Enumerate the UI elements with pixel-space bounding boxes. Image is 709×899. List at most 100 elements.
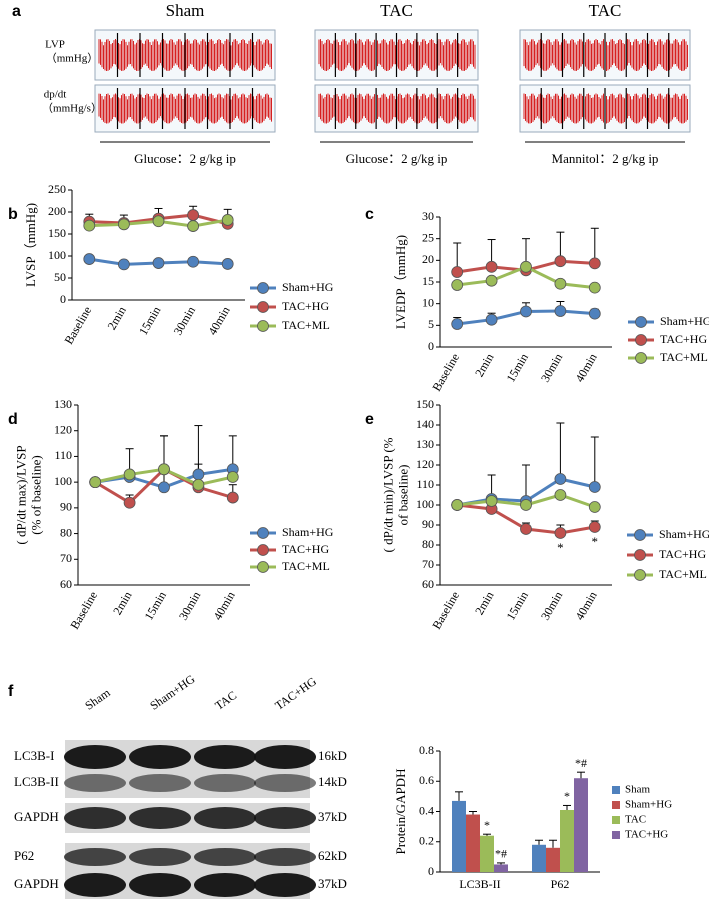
legend-label: Sham (625, 784, 651, 796)
y-tick-label: 100 (416, 497, 434, 511)
y-tick-label: 90 (422, 517, 434, 531)
annotation: * (564, 789, 570, 803)
x-tick-label: 30min (538, 589, 565, 623)
legend-label: Sham+HG (625, 799, 672, 811)
row-label: （mmHg/s） (42, 102, 102, 115)
y-axis-label: Protein/GAPDH (393, 769, 408, 855)
data-point (192, 468, 205, 481)
data-point (485, 274, 498, 287)
legend-swatch (612, 831, 620, 839)
y-tick-label: 150 (48, 226, 66, 240)
blot-band (129, 774, 191, 792)
x-tick-label: 15min (136, 304, 163, 338)
blot-band (64, 745, 126, 769)
y-tick-label: 0 (428, 339, 434, 353)
data-point (520, 523, 532, 535)
blot-band (64, 873, 126, 897)
y-tick-label: 10 (422, 295, 434, 309)
data-point (118, 218, 130, 231)
data-point (520, 305, 532, 318)
legend-label: TAC+HG (660, 332, 707, 346)
x-tick-label: 2min (472, 589, 496, 617)
x-tick-label: Baseline (67, 589, 100, 632)
y-tick-label: 15 (422, 274, 434, 288)
data-point (83, 253, 96, 265)
group-title: TAC (380, 1, 413, 20)
bar (546, 847, 560, 872)
legend-marker (635, 316, 647, 328)
blot-band (194, 848, 256, 866)
row-label: （mmHg） (46, 52, 99, 65)
y-tick-label: 50 (54, 270, 66, 284)
caption: Glucose：2 g/kg ip (134, 151, 236, 166)
legend-marker (635, 352, 647, 364)
y-tick-label: 80 (422, 537, 434, 551)
legend-label: Sham+HG (282, 280, 334, 294)
y-tick-label: 100 (54, 474, 72, 488)
legend-label: TAC+HG (659, 547, 706, 561)
data-point (187, 255, 200, 268)
data-point (152, 215, 165, 228)
annotation: *# (575, 756, 587, 770)
y-tick-label: 70 (422, 557, 434, 571)
data-point (226, 491, 239, 504)
data-point (83, 219, 96, 232)
blot-band (129, 873, 191, 897)
data-point (588, 257, 601, 270)
x-tick-label: Baseline (61, 304, 94, 347)
x-tick-label: 15min (504, 351, 531, 385)
y-tick-label: 130 (54, 397, 72, 411)
blot-band (254, 774, 316, 792)
data-point (520, 260, 532, 273)
y-axis-label: ( dP/dt min)/LVSP (% (380, 437, 395, 552)
x-tick-label: 30min (171, 304, 198, 338)
bar (532, 844, 546, 872)
bar (480, 835, 494, 872)
x-tick-label: 2min (104, 304, 128, 332)
y-tick-label: 140 (416, 417, 434, 431)
y-tick-label: 0.4 (419, 803, 434, 817)
panel-letter: d (8, 411, 18, 428)
blot-band (129, 848, 191, 866)
blot-band (129, 807, 191, 829)
x-tick-label: 30min (176, 589, 203, 623)
y-tick-label: 0 (60, 292, 66, 306)
bar (452, 800, 466, 872)
panel-letter: f (8, 683, 14, 700)
blot-band (64, 807, 126, 829)
data-point (451, 266, 464, 278)
blot-size-label: 37kD (318, 876, 347, 891)
data-point (451, 279, 464, 291)
y-tick-label: 20 (422, 252, 434, 266)
data-point (158, 481, 170, 494)
blot-band (254, 848, 316, 866)
legend-label: TAC+ML (659, 567, 707, 581)
data-point (118, 258, 130, 271)
y-axis-label: LVSP（mmHg) (23, 203, 38, 287)
y-tick-label: 90 (60, 500, 72, 514)
data-point (588, 501, 601, 513)
data-point (192, 478, 205, 491)
data-point (89, 476, 102, 489)
legend-label: Sham+HG (660, 314, 709, 328)
legend-marker (257, 527, 269, 539)
annotation: * (484, 818, 490, 832)
legend-label: TAC+ML (282, 559, 330, 573)
legend-swatch (612, 801, 620, 809)
blot-column-label: TAC (212, 688, 239, 713)
blot-band (64, 848, 126, 866)
y-tick-label: 250 (48, 182, 66, 196)
y-axis-label: LVEDP（mmHg) (393, 235, 408, 329)
blot-row-label: GAPDH (14, 876, 59, 891)
data-point (152, 257, 165, 269)
legend-marker (634, 569, 646, 581)
x-tick-label: 40min (572, 351, 599, 385)
bar (494, 864, 508, 872)
y-tick-label: 110 (54, 448, 72, 462)
x-tick-label: 15min (142, 589, 169, 623)
data-point (588, 481, 601, 493)
blot-band (194, 745, 256, 769)
legend-label: TAC+HG (282, 542, 329, 556)
y-tick-label: 25 (422, 230, 434, 244)
